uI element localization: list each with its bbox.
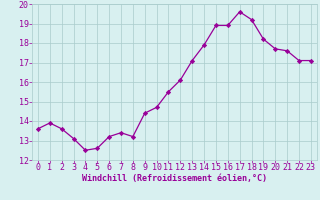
X-axis label: Windchill (Refroidissement éolien,°C): Windchill (Refroidissement éolien,°C) [82,174,267,183]
